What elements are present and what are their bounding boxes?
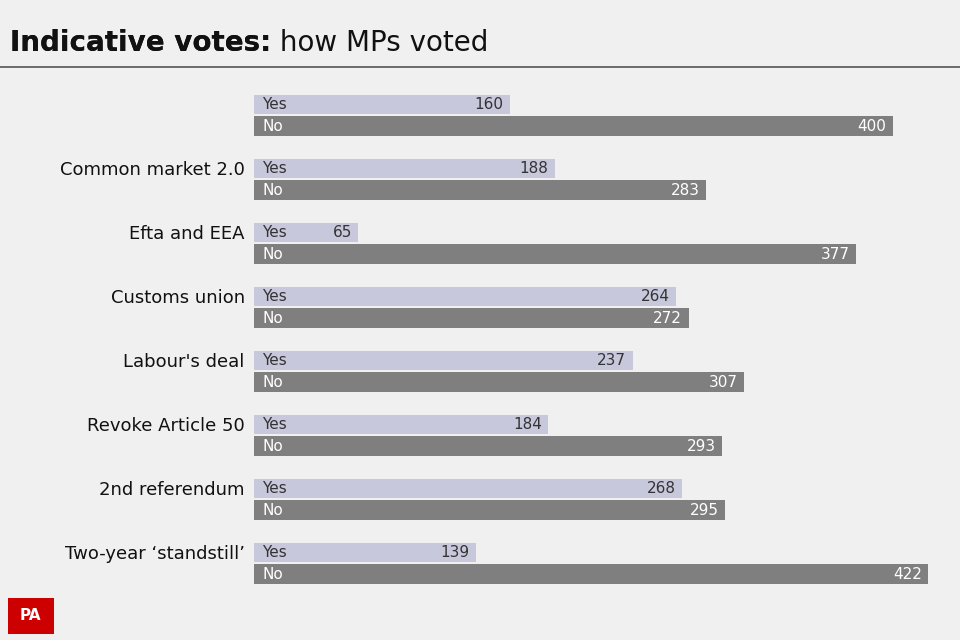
Text: 160: 160 bbox=[474, 97, 503, 112]
Text: Indicative votes:: Indicative votes: bbox=[10, 29, 271, 57]
Text: 377: 377 bbox=[821, 246, 850, 262]
Text: Yes: Yes bbox=[262, 545, 287, 560]
Bar bbox=[254, 500, 726, 520]
Text: No: No bbox=[262, 310, 283, 326]
Bar bbox=[254, 223, 358, 242]
Text: Common market 2.0: Common market 2.0 bbox=[60, 161, 245, 179]
Text: 268: 268 bbox=[647, 481, 676, 496]
Text: Customs union: Customs union bbox=[110, 289, 245, 307]
Text: No: No bbox=[262, 118, 283, 134]
Text: 422: 422 bbox=[893, 566, 922, 582]
Text: 237: 237 bbox=[597, 353, 626, 368]
Bar bbox=[254, 436, 722, 456]
Bar bbox=[254, 180, 707, 200]
Bar bbox=[254, 564, 928, 584]
Bar bbox=[254, 159, 555, 178]
Bar bbox=[254, 543, 476, 562]
Bar bbox=[254, 287, 676, 306]
Text: Labour's deal: Labour's deal bbox=[124, 353, 245, 371]
Text: 188: 188 bbox=[519, 161, 548, 176]
Bar bbox=[254, 372, 744, 392]
Bar bbox=[254, 351, 633, 370]
Bar bbox=[254, 479, 683, 498]
Text: No: No bbox=[262, 566, 283, 582]
Text: No: No bbox=[262, 374, 283, 390]
Text: Efta and EEA: Efta and EEA bbox=[130, 225, 245, 243]
Text: how MPs voted: how MPs voted bbox=[271, 29, 489, 57]
Bar bbox=[254, 244, 856, 264]
Text: 283: 283 bbox=[671, 182, 700, 198]
Text: 293: 293 bbox=[686, 438, 716, 454]
Text: Indicative votes:: Indicative votes: bbox=[10, 29, 271, 57]
Text: 264: 264 bbox=[640, 289, 669, 304]
Text: No: No bbox=[262, 182, 283, 198]
Text: No: No bbox=[262, 246, 283, 262]
Text: No: No bbox=[262, 438, 283, 454]
Text: 184: 184 bbox=[513, 417, 541, 432]
Text: 400: 400 bbox=[857, 118, 886, 134]
Bar bbox=[254, 116, 893, 136]
Text: Revoke Article 50: Revoke Article 50 bbox=[87, 417, 245, 435]
Bar bbox=[254, 415, 548, 434]
Text: 272: 272 bbox=[654, 310, 683, 326]
Text: 65: 65 bbox=[332, 225, 351, 240]
Text: Yes: Yes bbox=[262, 225, 287, 240]
Text: Yes: Yes bbox=[262, 161, 287, 176]
Text: Yes: Yes bbox=[262, 417, 287, 432]
Text: Yes: Yes bbox=[262, 353, 287, 368]
Text: No: No bbox=[262, 502, 283, 518]
Bar bbox=[254, 95, 510, 114]
Text: Two-year ‘standstill’: Two-year ‘standstill’ bbox=[65, 545, 245, 563]
Text: Yes: Yes bbox=[262, 481, 287, 496]
Text: 307: 307 bbox=[709, 374, 738, 390]
Text: PA: PA bbox=[20, 609, 41, 623]
Text: 139: 139 bbox=[441, 545, 469, 560]
Text: 295: 295 bbox=[690, 502, 719, 518]
Text: 2nd referendum: 2nd referendum bbox=[99, 481, 245, 499]
Text: Yes: Yes bbox=[262, 97, 287, 112]
Text: Yes: Yes bbox=[262, 289, 287, 304]
Bar bbox=[254, 308, 688, 328]
